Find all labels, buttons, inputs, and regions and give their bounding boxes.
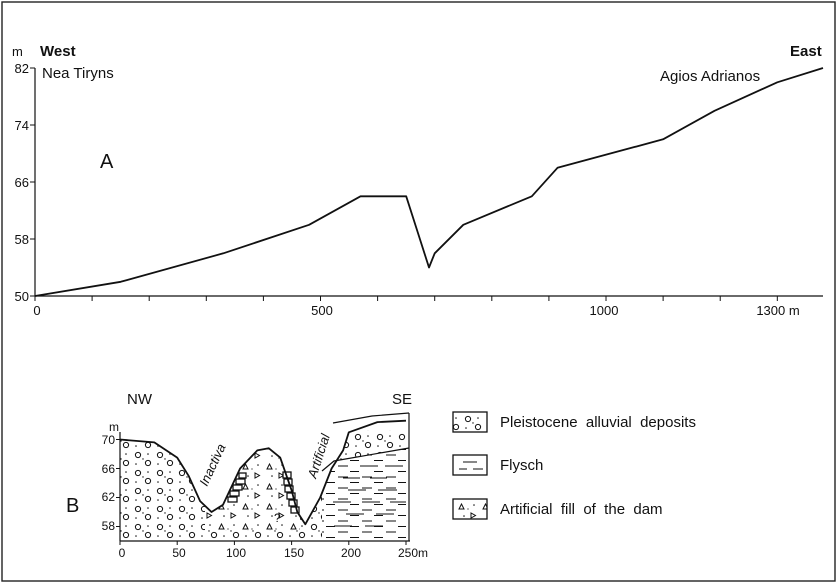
panel-b-x-tick-label: 150 [284, 546, 304, 560]
panel-a-letter: A [100, 151, 114, 173]
question-mark: ? [274, 511, 281, 525]
panel-b-y-tick-label: 58 [102, 519, 116, 533]
panel-b-y-unit: m [109, 420, 119, 434]
panel-b-se-label: SE [392, 391, 412, 408]
flysch-area [322, 448, 406, 541]
panel-b-ground-profile [119, 419, 407, 526]
panel-b-letter: B [66, 495, 79, 517]
legend-label-alluvial: Pleistocene alluvial deposits [500, 414, 696, 431]
panel-b-x-tick-label: 250m [398, 546, 428, 560]
panel-a-x-tick-label: 0 [33, 303, 40, 318]
panel-a: A m West East Nea Tiryns Agios Adrianos … [12, 43, 824, 318]
panel-b-x-tick-label: 50 [172, 546, 186, 560]
panel-b-nw-label: NW [127, 391, 153, 408]
panel-b-x-tick-label: 100 [226, 546, 246, 560]
panel-b-x-tick-label: 0 [119, 546, 126, 560]
panel-a-x-tick-label: 1000 [590, 303, 619, 318]
panel-a-place-west: Nea Tiryns [42, 65, 114, 82]
panel-a-east-label: East [790, 43, 822, 60]
panel-a-y-tick-labels: 82 74 66 58 50 [15, 61, 29, 304]
panel-a-ticks [30, 67, 778, 301]
panel-a-x-tick-label: 1300 m [756, 303, 799, 318]
panel-a-y-unit: m [12, 44, 23, 59]
panel-b-dam-top-line [332, 412, 410, 424]
panel-a-x-tick-labels: 0 500 1000 1300 m [33, 303, 799, 318]
panel-a-west-label: West [40, 43, 76, 60]
panel-a-x-tick-label: 500 [311, 303, 333, 318]
panel-a-y-tick-label: 50 [15, 289, 29, 304]
panel-b-y-tick-label: 66 [102, 462, 116, 476]
legend-swatch-flysch-dashes [459, 461, 483, 470]
inactive-channel-wall [227, 472, 247, 503]
panel-a-y-tick-label: 58 [15, 232, 29, 247]
panel-a-place-east: Agios Adrianos [660, 68, 760, 85]
legend: Pleistocene alluvial deposits Flysch Art… [452, 411, 696, 520]
legend-swatch-alluvial [452, 411, 488, 433]
panel-a-y-tick-label: 74 [15, 118, 29, 133]
legend-swatch-fill [452, 498, 488, 520]
panel-a-y-tick-label: 82 [15, 61, 29, 76]
panel-b-y-tick-label: 62 [102, 490, 116, 504]
panel-b-y-tick-labels: 70 66 62 58 [102, 433, 116, 533]
panel-a-elevation-profile [34, 67, 824, 297]
panel-b-ticks [116, 439, 407, 545]
flysch-contact-line [321, 447, 410, 472]
legend-label-flysch: Flysch [500, 457, 543, 474]
legend-label-fill: Artificial fill of the dam [500, 501, 663, 518]
panel-b-x-tick-labels: 0 50 100 150 200 250m [119, 546, 428, 560]
flysch-dashes [333, 465, 406, 527]
panel-a-y-tick-label: 66 [15, 175, 29, 190]
panel-b-y-tick-label: 70 [102, 433, 116, 447]
panel-b-x-tick-label: 200 [341, 546, 361, 560]
legend-swatch-flysch [452, 454, 488, 476]
